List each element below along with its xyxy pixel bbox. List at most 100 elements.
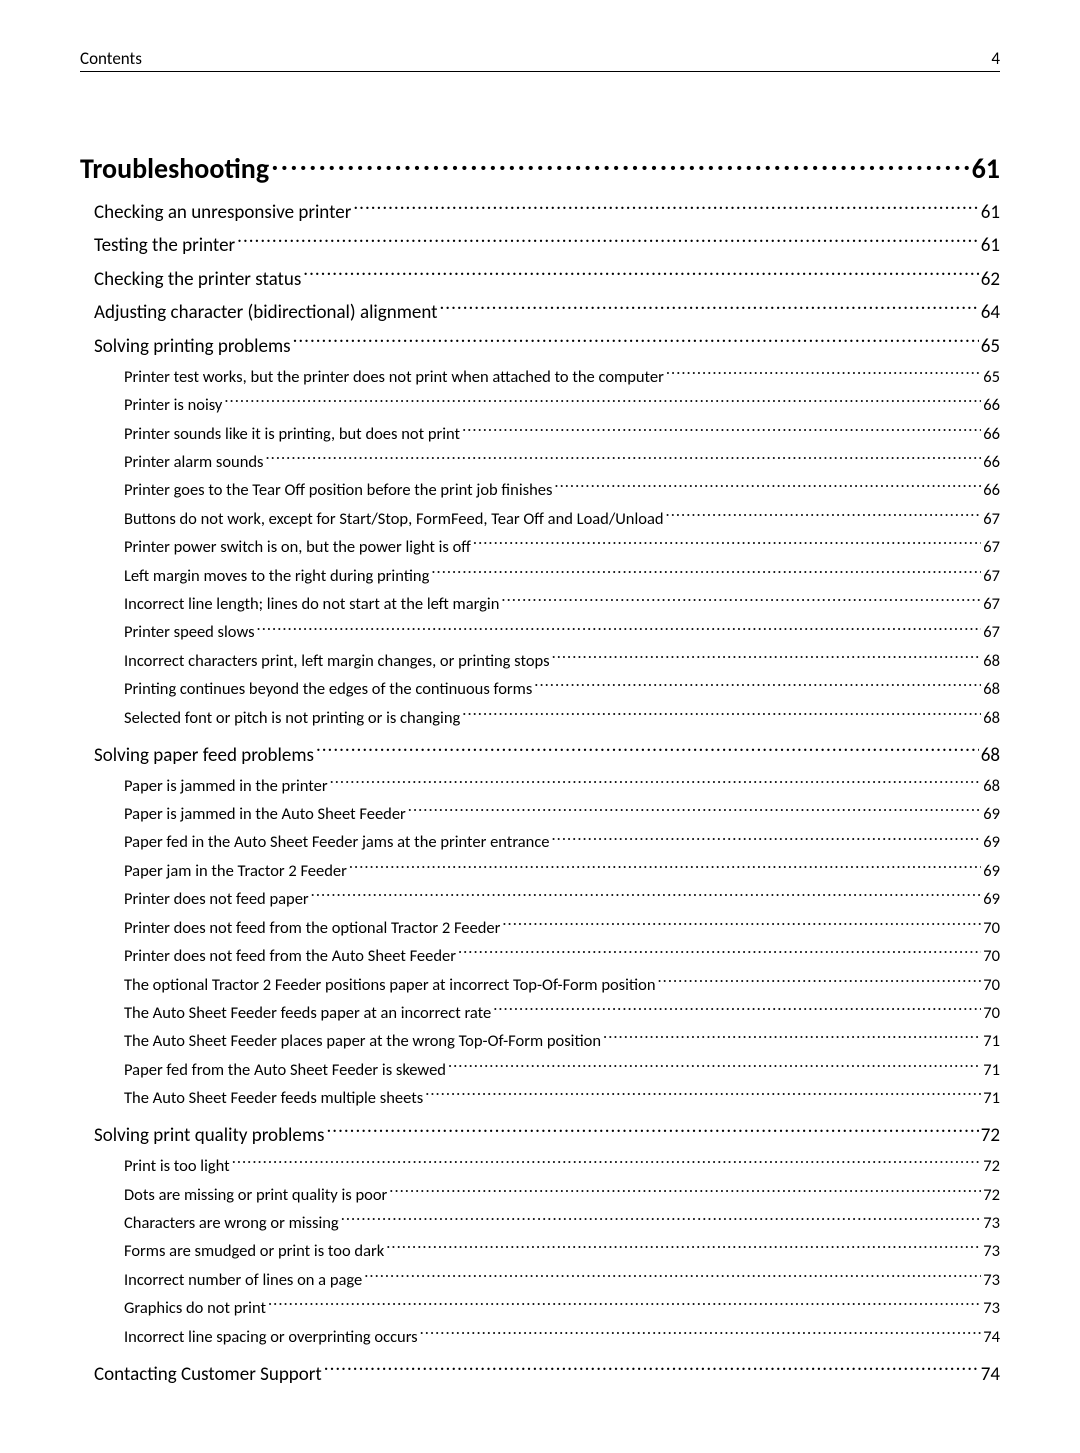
toc-entry-page: 73 [983,1240,1000,1264]
toc-entry-title: Incorrect line spacing or overprinting o… [124,1326,418,1350]
toc-entry[interactable]: Dots are missing or print quality is poo… [124,1183,1000,1207]
toc-entry-title: Checking an unresponsive printer [94,198,351,227]
toc-entry-title: Printer sounds like it is printing, but … [124,423,460,447]
toc-entry[interactable]: Printer power switch is on, but the powe… [124,536,1000,560]
toc-entry[interactable]: The Auto Sheet Feeder feeds multiple she… [124,1087,1000,1111]
leader-dots [666,507,982,524]
toc-entry-title: The optional Tractor 2 Feeder positions … [124,974,656,998]
toc-entry-page: 61 [981,198,1000,227]
toc-entry[interactable]: Printer alarm sounds66 [124,450,1000,474]
toc-entry[interactable]: Printer is noisy 66 [124,394,1000,418]
leader-dots [440,299,979,318]
toc-entry[interactable]: Printer sounds like it is printing, but … [124,422,1000,446]
leader-dots [493,1001,981,1018]
toc-entry[interactable]: Paper is jammed in the printer68 [124,774,1000,798]
toc-entry[interactable]: Buttons do not work, except for Start/St… [124,507,1000,531]
toc-list: Checking an unresponsive printer61Testin… [80,198,1000,1389]
toc-entry-title: Solving print quality problems [94,1121,324,1150]
toc-entry[interactable]: Incorrect characters print, left margin … [124,649,1000,673]
toc-entry-title: Paper jam in the Tractor 2 Feeder [124,860,347,884]
toc-entry-page: 69 [983,888,1000,912]
leader-dots [316,742,979,761]
leader-dots [237,232,979,251]
toc-entry[interactable]: Adjusting character (bidirectional) alig… [94,298,1000,327]
toc-entry[interactable]: The Auto Sheet Feeder feeds paper at an … [124,1001,1000,1025]
toc-entry[interactable]: Paper fed in the Auto Sheet Feeder jams … [124,831,1000,855]
toc-entry[interactable]: Selected font or pitch is not printing o… [124,706,1000,730]
toc-entry-title: Printer is noisy [124,394,222,418]
toc-section-heading: Troubleshooting 61 [80,150,1000,186]
leader-dots [552,649,982,666]
toc-entry[interactable]: Print is too light72 [124,1155,1000,1179]
leader-dots [386,1240,981,1257]
toc-entry[interactable]: Paper jam in the Tractor 2 Feeder 69 [124,859,1000,883]
leader-dots [501,593,981,610]
toc-entry[interactable]: Graphics do not print73 [124,1297,1000,1321]
toc-entry[interactable]: Solving paper feed problems 68 [94,741,1000,770]
toc-entry[interactable]: Paper is jammed in the Auto Sheet Feeder… [124,803,1000,827]
toc-entry[interactable]: Printer does not feed paper 69 [124,888,1000,912]
toc-entry[interactable]: Left margin moves to the right during pr… [124,564,1000,588]
toc-entry-title: The Auto Sheet Feeder feeds paper at an … [124,1002,491,1026]
toc-entry-title: Forms are smudged or print is too dark [124,1240,384,1264]
toc-entry-page: 66 [983,394,1000,418]
toc-entry[interactable]: The Auto Sheet Feeder places paper at th… [124,1030,1000,1054]
toc-entry[interactable]: Incorrect line spacing or overprinting o… [124,1325,1000,1349]
toc-entry-title: Paper fed from the Auto Sheet Feeder is … [124,1059,446,1083]
section-page: 61 [972,151,1000,186]
toc-entry-page: 69 [983,860,1000,884]
toc-entry-page: 61 [981,231,1000,260]
toc-entry[interactable]: Printer speed slows67 [124,621,1000,645]
toc-entry-page: 71 [983,1087,1000,1111]
toc-entry-page: 66 [983,423,1000,447]
toc-entry[interactable]: The optional Tractor 2 Feeder positions … [124,973,1000,997]
toc-entry[interactable]: Contacting Customer Support74 [94,1360,1000,1389]
toc-entry[interactable]: Solving print quality problems72 [94,1121,1000,1150]
leader-dots [349,859,981,876]
toc-entry-page: 65 [983,366,1000,390]
leader-dots [293,333,979,352]
toc-entry-title: Graphics do not print [124,1297,266,1321]
toc-entry[interactable]: Checking an unresponsive printer 61 [94,198,1000,227]
toc-entry-title: Printing continues beyond the edges of t… [124,678,532,702]
leader-dots [448,1058,981,1075]
toc-entry[interactable]: Printer goes to the Tear Off position be… [124,479,1000,503]
toc-entry[interactable]: Incorrect number of lines on a page 73 [124,1268,1000,1292]
leader-dots [552,831,982,848]
toc-entry-title: Printer does not feed from the optional … [124,917,500,941]
toc-entry-title: Printer does not feed paper [124,888,309,912]
toc-entry[interactable]: Printer does not feed from the optional … [124,916,1000,940]
toc-entry[interactable]: Solving printing problems65 [94,332,1000,361]
toc-entry-title: Printer test works, but the printer does… [124,366,664,390]
toc-entry[interactable]: Checking the printer status62 [94,265,1000,294]
toc-entry-title: Left margin moves to the right during pr… [124,565,429,589]
toc-entry-page: 67 [983,565,1000,589]
toc-entry-title: Contacting Customer Support [94,1360,322,1389]
toc-entry-page: 71 [983,1059,1000,1083]
toc-entry-title: Dots are missing or print quality is poo… [124,1184,387,1208]
leader-dots [554,479,981,496]
toc-entry[interactable]: Paper fed from the Auto Sheet Feeder is … [124,1058,1000,1082]
toc-entry[interactable]: Characters are wrong or missing73 [124,1211,1000,1235]
toc-entry-title: Adjusting character (bidirectional) alig… [94,298,438,327]
toc-entry-title: Incorrect number of lines on a page [124,1269,362,1293]
leader-dots [257,621,982,638]
leader-dots [462,422,981,439]
toc-entry[interactable]: Printer does not feed from the Auto Shee… [124,945,1000,969]
leader-dots [534,678,981,695]
toc-entry[interactable]: Incorrect line length; lines do not star… [124,593,1000,617]
toc-entry-page: 64 [981,298,1000,327]
toc-entry-page: 68 [981,741,1000,770]
page-header: Contents 4 [80,48,1000,72]
toc-entry[interactable]: Forms are smudged or print is too dark 73 [124,1240,1000,1264]
toc-entry-title: Solving paper feed problems [94,741,314,770]
toc-entry[interactable]: Printer test works, but the printer does… [124,365,1000,389]
toc-entry[interactable]: Testing the printer61 [94,231,1000,260]
leader-dots [303,266,978,285]
leader-dots [268,1297,981,1314]
toc-entry[interactable]: Printing continues beyond the edges of t… [124,678,1000,702]
toc-entry-title: The Auto Sheet Feeder feeds multiple she… [124,1087,423,1111]
toc-entry-page: 67 [983,621,1000,645]
toc-entry-page: 70 [983,1002,1000,1026]
toc-entry-page: 73 [983,1269,1000,1293]
